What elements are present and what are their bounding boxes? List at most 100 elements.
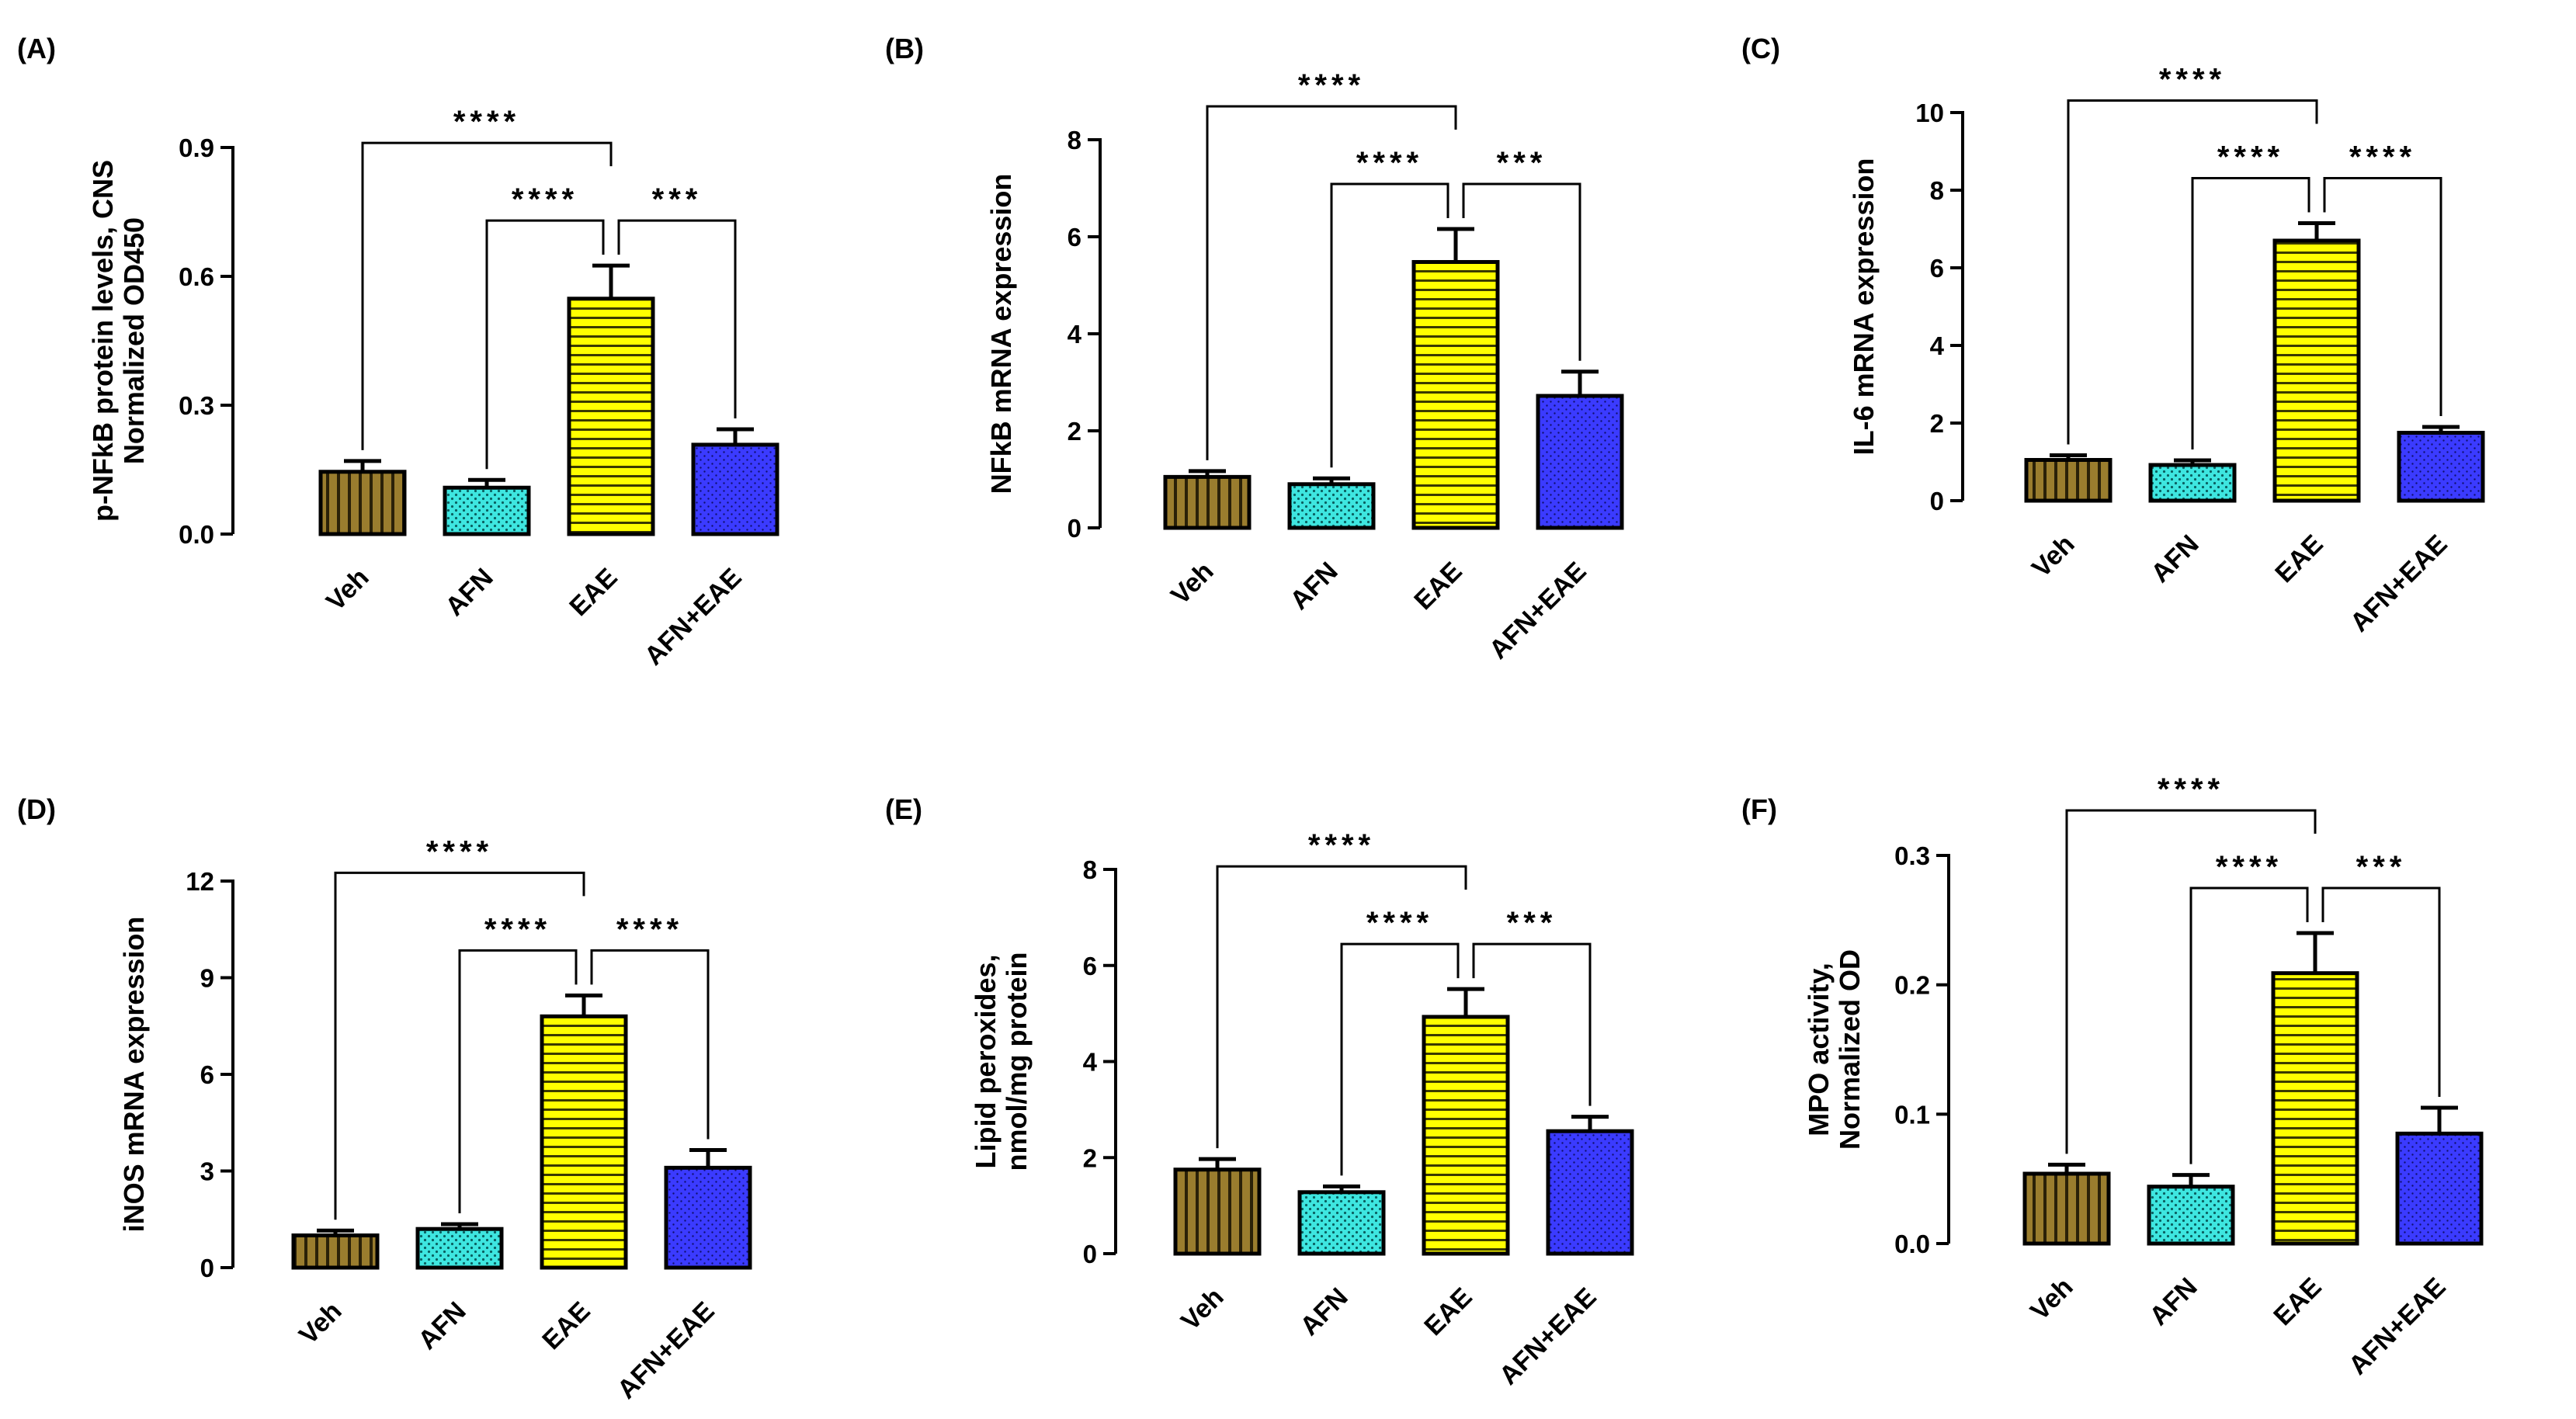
significance-bracket xyxy=(1472,942,1592,1106)
significance-label: *** xyxy=(652,182,703,217)
significance-label: **** xyxy=(616,912,683,946)
bar-afn-eae xyxy=(691,442,779,536)
x-tick-label: Veh xyxy=(293,1296,348,1351)
panel-label: (E) xyxy=(885,793,922,825)
significance-label: **** xyxy=(453,105,520,139)
chart-panel: (C) 0 2 4 6 8 10 IL-6 mRNA expression Veh AFN EAE A… xyxy=(1741,33,2485,638)
significance-label: **** xyxy=(1366,906,1433,940)
bar-eae xyxy=(1422,1015,1510,1256)
bar-afn xyxy=(2148,463,2237,503)
y-axis-title: nmol/mg protein xyxy=(1001,952,1033,1171)
x-tick-label: EAE xyxy=(536,1296,595,1355)
x-tick-label: AFN xyxy=(2145,529,2204,588)
significance-label: **** xyxy=(1308,828,1375,862)
bar-afn-eae xyxy=(2397,431,2485,503)
significance-label: **** xyxy=(2158,772,2224,807)
significance-bracket xyxy=(590,949,710,1140)
significance-bracket xyxy=(617,219,737,418)
significance-bracket xyxy=(458,949,578,1213)
significance-bracket xyxy=(2065,809,2317,1154)
y-tick-label: 0.9 xyxy=(179,134,214,162)
bar-afn-eae xyxy=(1536,394,1624,530)
y-tick-label: 0.1 xyxy=(1894,1100,1930,1129)
y-tick-label: 0.0 xyxy=(1894,1230,1930,1258)
significance-bracket xyxy=(2323,177,2442,416)
x-tick-label: EAE xyxy=(1408,557,1467,616)
y-tick-label: 8 xyxy=(1068,126,1081,154)
significance-bracket xyxy=(1216,865,1467,1149)
y-tick-label: 8 xyxy=(1930,176,1944,205)
y-axis-title: IL-6 mRNA expression xyxy=(1848,158,1880,456)
bar-afn-eae xyxy=(664,1165,752,1270)
significance-bracket xyxy=(1330,182,1449,468)
y-tick-label: 2 xyxy=(1930,409,1944,438)
x-tick-label: AFN+EAE xyxy=(2345,529,2453,638)
y-tick-label: 6 xyxy=(1083,952,1097,980)
significance-bracket xyxy=(2189,886,2309,1164)
bar-afn xyxy=(2147,1185,2235,1246)
significance-label: **** xyxy=(1356,146,1423,180)
significance-label: *** xyxy=(1497,146,1547,180)
bar-eae xyxy=(2272,238,2361,503)
y-tick-label: 6 xyxy=(1930,254,1944,283)
panel-label: (A) xyxy=(17,33,56,64)
y-tick-label: 9 xyxy=(200,964,214,993)
bar-veh xyxy=(1173,1167,1262,1256)
bar-afn-eae xyxy=(1546,1129,1634,1256)
y-axis-title: MPO activity, xyxy=(1803,963,1835,1136)
x-tick-label: EAE xyxy=(1418,1282,1477,1341)
significance-label: **** xyxy=(1298,68,1365,102)
bar-eae xyxy=(540,1014,628,1270)
y-tick-label: 0.3 xyxy=(179,391,214,420)
significance-label: **** xyxy=(512,182,578,217)
significance-bracket xyxy=(334,871,585,1220)
bar-afn-eae xyxy=(2395,1131,2484,1246)
bar-afn xyxy=(443,485,531,536)
x-tick-label: EAE xyxy=(2269,529,2328,588)
x-tick-label: Veh xyxy=(2026,529,2081,584)
x-tick-label: Veh xyxy=(321,563,375,617)
y-tick-label: 3 xyxy=(200,1157,214,1186)
y-tick-label: 0 xyxy=(1068,514,1081,543)
chart-panel: (F) 0.0 0.1 0.2 0.3 MPO activity, Normalized O… xyxy=(1741,772,2484,1381)
significance-label: **** xyxy=(484,912,551,946)
y-tick-label: 6 xyxy=(200,1060,214,1089)
panel-label: (F) xyxy=(1741,793,1777,825)
bar-eae xyxy=(1411,260,1500,530)
y-tick-label: 4 xyxy=(1068,320,1082,349)
y-tick-label: 2 xyxy=(1083,1143,1097,1172)
y-tick-label: 4 xyxy=(1083,1048,1098,1077)
y-tick-label: 12 xyxy=(186,867,214,896)
significance-label: *** xyxy=(1507,906,1557,940)
x-tick-label: AFN xyxy=(1294,1282,1353,1341)
bar-afn xyxy=(1297,1190,1386,1256)
significance-bracket xyxy=(1206,105,1457,460)
x-tick-label: AFN xyxy=(1284,557,1343,616)
bar-eae xyxy=(567,297,655,536)
panel-label: (C) xyxy=(1741,33,1780,64)
significance-bracket xyxy=(2191,177,2310,449)
y-axis-title: Normalized OD xyxy=(1834,949,1866,1150)
bar-veh xyxy=(2024,458,2113,503)
panel-label: (D) xyxy=(17,793,56,825)
bar-afn xyxy=(1287,482,1376,530)
y-tick-label: 6 xyxy=(1068,223,1081,252)
x-tick-label: AFN+EAE xyxy=(639,563,748,671)
x-tick-label: AFN xyxy=(2144,1272,2203,1331)
y-tick-label: 0 xyxy=(1930,487,1944,515)
significance-label: **** xyxy=(2217,141,2284,175)
significance-label: **** xyxy=(2159,63,2226,97)
x-tick-label: EAE xyxy=(564,563,623,622)
significance-bracket xyxy=(2321,886,2441,1097)
chart-panel: (A) 0.0 0.3 0.6 0.9 p-NFkB protein levels, CN… xyxy=(17,33,779,671)
y-tick-label: 0.6 xyxy=(179,262,214,291)
y-tick-label: 2 xyxy=(1068,417,1081,446)
y-axis-title: Normalized OD450 xyxy=(118,217,150,464)
x-tick-label: AFN+EAE xyxy=(612,1296,720,1405)
y-tick-label: 4 xyxy=(1930,331,1945,360)
y-tick-label: 0 xyxy=(200,1254,214,1282)
significance-label: *** xyxy=(2356,850,2407,884)
y-tick-label: 8 xyxy=(1083,855,1097,884)
panel-label: (B) xyxy=(885,33,924,64)
y-tick-label: 0.2 xyxy=(1894,971,1930,1000)
